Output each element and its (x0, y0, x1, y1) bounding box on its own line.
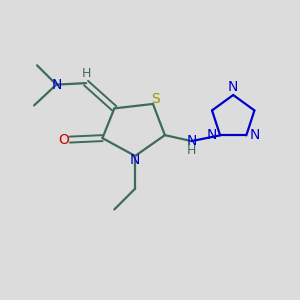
Text: N: N (250, 128, 260, 142)
Text: N: N (130, 153, 140, 167)
Text: S: S (152, 92, 160, 106)
Text: O: O (58, 133, 69, 147)
Text: N: N (51, 78, 62, 92)
Text: N: N (207, 128, 217, 142)
Text: N: N (228, 80, 238, 94)
Text: N: N (186, 134, 197, 148)
Text: H: H (81, 67, 91, 80)
Text: H: H (187, 144, 196, 158)
